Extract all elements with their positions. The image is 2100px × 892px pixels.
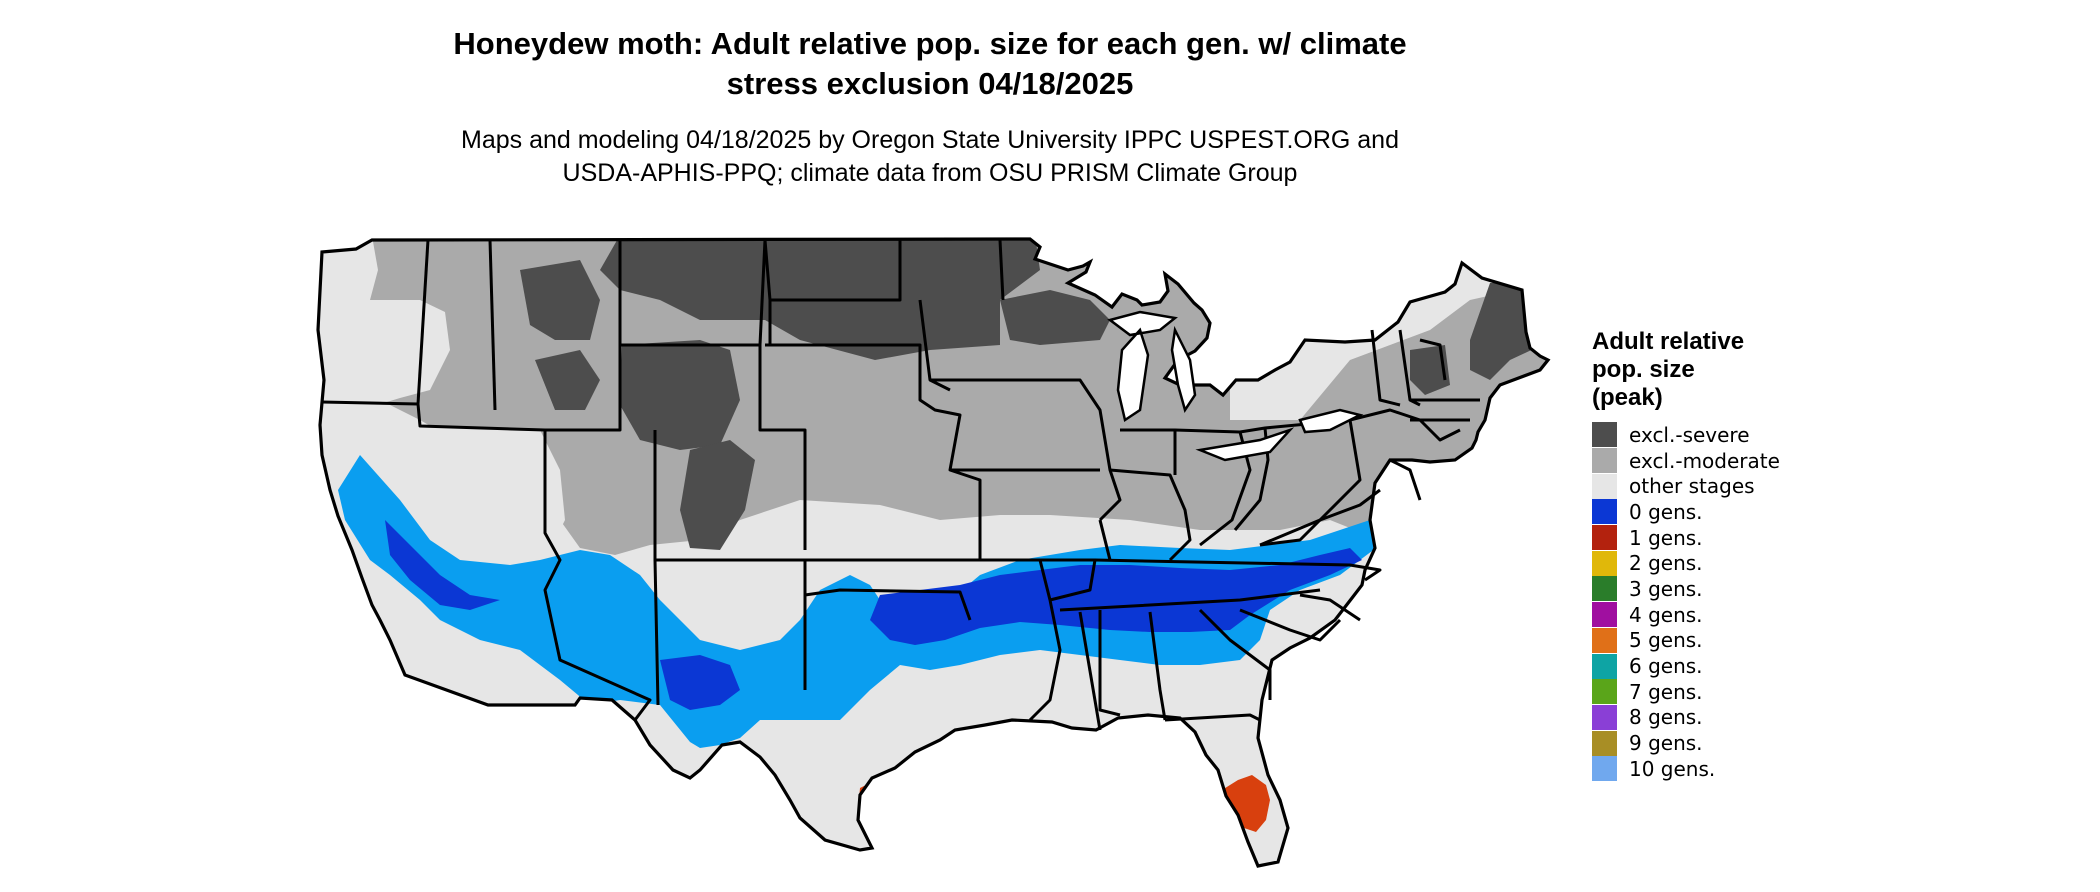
other-stages-nevada (420, 425, 565, 560)
legend-title-line: Adult relative (1592, 328, 1745, 355)
legend-title: Adult relative pop. size (peak) (1592, 328, 1780, 412)
legend-label: 9 gens. (1629, 731, 1703, 756)
legend-label: 4 gens. (1629, 602, 1703, 627)
excl-moderate-west-pocket (360, 239, 445, 300)
legend-item: excl.-moderate (1592, 448, 1780, 474)
legend-title-line: (peak) (1592, 384, 1663, 411)
legend-label: 0 gens. (1629, 499, 1703, 524)
legend-item: 10 gens. (1592, 756, 1780, 782)
legend-swatch (1592, 448, 1617, 474)
other-stages-washington (320, 239, 378, 305)
excl-severe-idaho-mt (535, 350, 600, 410)
excl-severe-montana (520, 260, 600, 340)
legend-item: 3 gens. (1592, 576, 1780, 602)
legend-item: 8 gens. (1592, 704, 1780, 731)
title-line-2: stress exclusion 04/18/2025 (726, 66, 1134, 101)
legend-swatch (1592, 756, 1617, 782)
excl-severe-north-dakota-minnesota (600, 239, 1040, 360)
legend-item: 9 gens. (1592, 730, 1780, 756)
legend-item: 1 gens. (1592, 525, 1780, 551)
other-stages-oregon (318, 300, 450, 420)
excl-severe-nh-vt (1410, 345, 1450, 395)
map-title: Honeydew moth: Adult relative pop. size … (330, 24, 1530, 104)
title-line-1: Honeydew moth: Adult relative pop. size … (453, 26, 1407, 61)
legend-label: 1 gens. (1629, 525, 1703, 550)
legend-swatch (1592, 679, 1617, 705)
map-fill-layers (318, 239, 1548, 866)
legend-label: 3 gens. (1629, 576, 1703, 601)
legend-item: 2 gens. (1592, 550, 1780, 576)
legend-swatch (1592, 627, 1617, 653)
legend-item: other stages (1592, 473, 1780, 499)
legend-swatch (1592, 704, 1617, 730)
zero-gens-band-cyan (338, 455, 1380, 748)
legend-label: 5 gens. (1629, 628, 1703, 653)
map-subtitle: Maps and modeling 04/18/2025 by Oregon S… (330, 124, 1530, 190)
subtitle-line-2: USDA-APHIS-PPQ; climate data from OSU PR… (562, 159, 1298, 187)
great-lakes (1107, 310, 1364, 462)
zero-gens-band-blue (385, 520, 1362, 710)
legend-item: 6 gens. (1592, 653, 1780, 679)
subtitle-line-1: Maps and modeling 04/18/2025 by Oregon S… (461, 126, 1399, 154)
legend-swatch (1592, 422, 1617, 448)
legend-title-line: pop. size (1592, 356, 1695, 383)
legend-item: 7 gens. (1592, 679, 1780, 705)
state-borders (321, 239, 1480, 731)
legend-item: 4 gens. (1592, 602, 1780, 628)
legend-item: 5 gens. (1592, 627, 1780, 654)
legend-swatch (1592, 525, 1617, 551)
legend-label: excl.-severe (1629, 422, 1750, 447)
excl-severe-colorado-1 (680, 440, 755, 550)
legend-label: 6 gens. (1629, 654, 1703, 679)
legend-swatch (1592, 576, 1617, 602)
legend-label: 2 gens. (1629, 551, 1703, 576)
legend-swatch (1592, 730, 1617, 756)
excl-severe-wyoming (620, 340, 740, 450)
legend-item: excl.-severe (1592, 422, 1780, 448)
legend-swatch (1592, 653, 1617, 679)
excl-moderate-north (330, 239, 1548, 555)
legend-item: 0 gens. (1592, 499, 1780, 525)
legend-label: 10 gens. (1629, 756, 1716, 781)
legend-label: 7 gens. (1629, 679, 1703, 704)
legend-swatch (1592, 602, 1617, 628)
legend-label: excl.-moderate (1629, 448, 1780, 473)
legend-swatch (1592, 499, 1617, 525)
legend-label: other stages (1629, 474, 1755, 499)
legend-items: excl.-severe excl.-moderate other stages 0 … (1592, 422, 1780, 782)
legend: Adult relative pop. size (peak) excl.-se… (1592, 328, 1780, 782)
legend-label: 8 gens. (1629, 705, 1703, 730)
legend-swatch (1592, 473, 1617, 499)
excl-severe-wisconsin-mich (1000, 290, 1110, 345)
legend-swatch (1592, 550, 1617, 576)
